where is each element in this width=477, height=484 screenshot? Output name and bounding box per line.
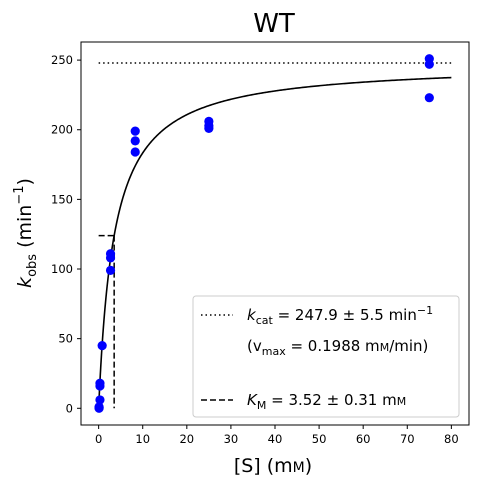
y-tick-label: 50 — [58, 332, 73, 346]
y-tick-label: 200 — [51, 123, 73, 137]
y-tick-label: 100 — [51, 262, 73, 276]
y-axis: 0 50 100 150 200 250 — [51, 53, 81, 415]
data-point — [105, 265, 116, 276]
y-tick-label: 150 — [51, 192, 73, 206]
legend: kcat = 247.9 ± 5.5 min−1 (vmax = 0.1988 … — [192, 295, 460, 418]
x-tick-label: 50 — [312, 432, 327, 446]
x-tick-label: 60 — [356, 432, 371, 446]
x-tick-label: 30 — [224, 432, 239, 446]
chart-title: WT — [253, 9, 295, 39]
x-axis-label: [S] (mM) — [234, 455, 312, 477]
plot-area — [94, 54, 452, 413]
data-point — [130, 147, 140, 157]
x-tick-label: 40 — [268, 432, 283, 446]
y-tick-label: 250 — [51, 53, 73, 67]
y-tick-label: 0 — [66, 401, 73, 415]
legend-kcat-text: kcat = 247.9 ± 5.5 min−1 — [247, 304, 433, 327]
x-tick-label: 80 — [444, 432, 459, 446]
data-point — [204, 123, 214, 133]
legend-vmax-text: (vmax = 0.1988 mM/min) — [247, 337, 428, 358]
data-point — [95, 381, 105, 391]
x-tick-label: 70 — [400, 432, 415, 446]
legend-km-text: KM = 3.52 ± 0.31 mM — [247, 391, 406, 412]
data-point — [130, 136, 140, 146]
data-point — [97, 341, 107, 351]
data-point — [95, 395, 105, 405]
x-axis: 0 10 20 30 40 50 60 70 80 — [95, 425, 459, 446]
data-point — [424, 59, 434, 69]
data-point — [130, 126, 140, 136]
data-point — [424, 93, 434, 103]
x-tick-label: 20 — [179, 432, 194, 446]
data-point — [105, 253, 116, 263]
x-tick-label: 10 — [135, 432, 150, 446]
y-axis-label: kobs (min−1) — [12, 178, 40, 288]
data-point — [94, 402, 104, 413]
legend-box — [192, 295, 460, 418]
x-tick-label: 0 — [95, 432, 102, 446]
fit-curve — [97, 76, 452, 409]
